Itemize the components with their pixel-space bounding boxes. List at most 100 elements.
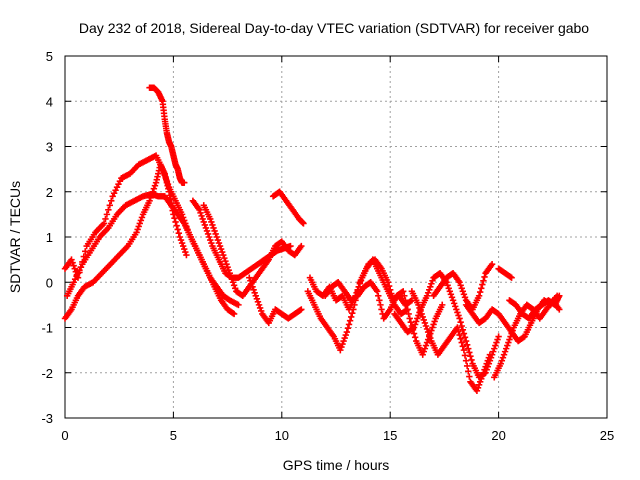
data-point xyxy=(355,283,362,290)
data-point xyxy=(416,304,423,312)
data-point xyxy=(173,222,180,229)
data-point xyxy=(429,324,436,331)
data-point xyxy=(499,354,507,361)
series-track-f xyxy=(200,202,305,300)
data-point xyxy=(428,280,435,287)
data-point xyxy=(427,334,434,342)
data-point xyxy=(340,337,347,345)
data-point xyxy=(458,339,465,346)
y-tick-label: 2 xyxy=(46,185,53,200)
y-tick-label: 0 xyxy=(46,275,53,290)
data-point xyxy=(411,321,419,328)
data-point xyxy=(213,233,220,241)
y-tick-label: 1 xyxy=(46,230,53,245)
data-point xyxy=(413,318,420,325)
data-point xyxy=(226,270,233,277)
data-point xyxy=(424,328,432,336)
data-point xyxy=(500,351,508,358)
x-tick-label: 0 xyxy=(61,428,68,443)
data-point xyxy=(429,277,436,284)
data-point xyxy=(465,368,472,375)
data-series xyxy=(61,84,563,395)
x-tick-label: 25 xyxy=(600,428,614,443)
data-point xyxy=(378,306,385,313)
data-point xyxy=(417,307,424,315)
data-point xyxy=(196,206,203,214)
data-point xyxy=(504,342,511,349)
data-point xyxy=(216,242,224,250)
data-point xyxy=(69,259,76,266)
data-point xyxy=(197,209,204,217)
data-point xyxy=(205,233,213,241)
data-point xyxy=(201,221,209,229)
y-tick-label: 5 xyxy=(46,49,53,64)
grid xyxy=(65,56,607,418)
data-point xyxy=(230,310,238,318)
data-point xyxy=(459,326,467,333)
data-point xyxy=(135,223,142,230)
data-point xyxy=(248,280,255,287)
data-point xyxy=(349,309,356,317)
x-axis-label: GPS time / hours xyxy=(283,457,390,473)
data-point xyxy=(415,301,422,309)
data-point xyxy=(463,341,471,349)
data-point xyxy=(235,301,242,309)
data-point xyxy=(100,220,108,227)
data-point xyxy=(137,217,145,224)
data-point xyxy=(182,248,189,256)
data-point xyxy=(483,360,490,367)
data-point xyxy=(179,242,187,250)
data-point xyxy=(420,316,428,324)
data-point xyxy=(508,274,515,281)
data-point xyxy=(375,292,382,300)
data-point xyxy=(421,319,429,327)
data-point xyxy=(450,300,458,307)
data-point xyxy=(465,345,472,352)
data-point xyxy=(214,236,222,244)
data-point xyxy=(177,236,185,244)
data-point xyxy=(456,279,463,286)
data-point xyxy=(146,197,153,204)
data-point xyxy=(420,348,428,355)
data-point xyxy=(486,351,494,358)
data-point xyxy=(418,310,425,318)
data-point xyxy=(455,312,462,319)
data-point xyxy=(346,317,354,324)
data-point xyxy=(385,282,393,290)
data-point xyxy=(227,273,235,280)
data-point xyxy=(345,321,353,328)
data-point xyxy=(466,373,473,380)
data-point xyxy=(220,251,227,259)
data-point xyxy=(423,325,431,333)
data-point xyxy=(176,233,184,241)
data-point xyxy=(211,227,218,235)
data-point xyxy=(251,289,258,297)
data-point xyxy=(181,179,188,186)
data-point xyxy=(476,288,484,296)
data-point xyxy=(178,239,186,247)
series-track-r xyxy=(506,292,563,322)
series-track-q xyxy=(495,265,515,281)
data-point xyxy=(480,277,487,284)
data-point xyxy=(488,260,496,268)
data-point xyxy=(344,325,352,332)
data-point xyxy=(455,328,462,335)
data-point xyxy=(253,295,261,303)
data-point xyxy=(387,286,394,293)
data-point xyxy=(446,288,454,295)
data-point xyxy=(452,303,459,310)
data-point xyxy=(427,283,434,290)
data-point xyxy=(457,282,464,289)
data-point xyxy=(458,322,465,330)
data-point xyxy=(337,346,344,354)
data-point xyxy=(373,288,381,295)
data-point xyxy=(485,354,493,361)
data-point xyxy=(256,304,264,312)
data-point xyxy=(481,366,488,373)
data-point xyxy=(229,279,237,286)
data-point xyxy=(404,306,411,313)
data-point xyxy=(400,288,407,295)
x-tick-label: 10 xyxy=(275,428,289,443)
data-point xyxy=(406,315,413,322)
x-tick-label: 15 xyxy=(383,428,397,443)
